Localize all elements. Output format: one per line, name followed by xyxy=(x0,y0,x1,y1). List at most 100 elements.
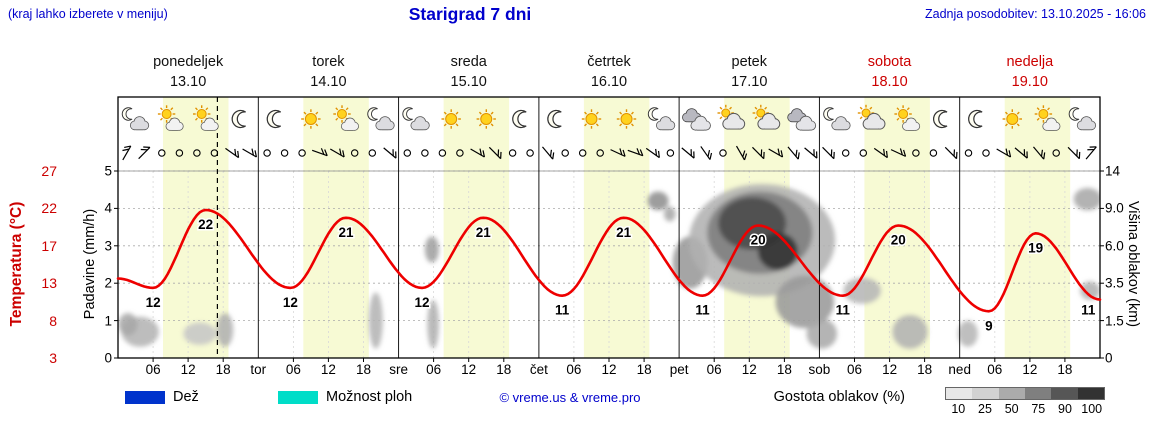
day-date: 13.10 xyxy=(169,74,207,90)
day-name: ponedeljek xyxy=(153,54,224,70)
wind-barb-icon xyxy=(752,146,765,160)
day-name: sreda xyxy=(450,54,487,70)
day-header-friday: petek 17.10 xyxy=(679,52,819,92)
plot-frame xyxy=(117,96,1101,359)
clouds-icon xyxy=(787,108,817,131)
day-name: petek xyxy=(731,54,767,70)
density-segment xyxy=(1077,388,1104,399)
density-tick: 90 xyxy=(1058,402,1072,416)
sun-icon xyxy=(581,109,602,129)
temp-tick: 22 xyxy=(41,200,57,217)
wind-calm-icon xyxy=(350,149,359,157)
wind-barb-icon xyxy=(681,147,695,159)
hour-label: 12 xyxy=(180,362,196,377)
wind-calm-icon xyxy=(193,149,201,157)
sun-cloud-icon xyxy=(1034,105,1061,131)
cloud-sun-icon xyxy=(717,104,746,130)
wind-calm-icon xyxy=(298,149,306,157)
wind-calm-icon xyxy=(421,149,429,157)
wind-calm-icon xyxy=(666,149,675,157)
cloud-moon-icon xyxy=(367,107,395,131)
hour-label: 06 xyxy=(846,362,863,377)
wind-barb-icon xyxy=(1014,147,1028,159)
temperature-value-label: 21 xyxy=(616,225,632,240)
hour-label: 12 xyxy=(741,362,757,377)
temperature-value-label: 11 xyxy=(695,303,710,318)
wind-calm-icon xyxy=(403,149,412,157)
wind-calm-icon xyxy=(438,149,447,157)
wind-barb-icon xyxy=(735,145,748,161)
sun-icon xyxy=(441,109,461,129)
precip-tick: 0 xyxy=(104,350,112,366)
cloud-height-tick: 14 xyxy=(1105,163,1121,179)
wind-barb-icon xyxy=(610,148,626,157)
cloud-moon-icon xyxy=(1068,107,1097,131)
wind-calm-icon xyxy=(596,149,604,157)
wind-calm-icon xyxy=(508,149,517,157)
wind-calm-icon xyxy=(841,149,850,157)
copyright-link[interactable]: © vreme.us & vreme.pro xyxy=(499,390,641,405)
temp-tick: 3 xyxy=(49,350,57,366)
sun-cloud-icon xyxy=(894,105,921,131)
temp-tick: 8 xyxy=(49,312,57,329)
wind-barb-icon xyxy=(768,148,784,158)
density-tick: 50 xyxy=(1004,402,1019,416)
precip-tick: 5 xyxy=(104,163,112,179)
wind-barb-icon xyxy=(122,145,132,161)
sun-icon xyxy=(616,109,637,129)
day-date: 17.10 xyxy=(731,74,768,90)
wind-barb-icon xyxy=(873,147,888,159)
cloud-height-tick: 9.0 xyxy=(1105,200,1124,216)
day-date: 18.10 xyxy=(871,74,908,90)
day-abbr-label: pet xyxy=(669,362,689,377)
wind-barb-icon xyxy=(890,148,907,157)
day-date: 19.10 xyxy=(1011,74,1048,90)
day-abbr-label: sob xyxy=(808,362,831,377)
wind-barb-icon xyxy=(822,146,835,160)
hour-label: 18 xyxy=(917,362,933,377)
sun-icon xyxy=(301,109,321,129)
cloud-sun-icon xyxy=(752,104,781,130)
day-abbr-label: čet xyxy=(529,362,548,377)
daylight-band xyxy=(163,97,229,358)
daylight-band xyxy=(443,97,510,358)
day-date: 14.10 xyxy=(310,74,347,90)
showers-label: Možnost ploh xyxy=(326,389,413,405)
precip-tick: 2 xyxy=(104,275,112,291)
daylight-band xyxy=(1004,97,1071,358)
moon-icon xyxy=(968,109,983,129)
hour-label: 18 xyxy=(636,362,652,377)
temperature-value-label: 20 xyxy=(891,233,906,248)
temperature-value-label: 12 xyxy=(146,295,161,310)
temperature-value-label: 11 xyxy=(1081,303,1096,318)
wind-calm-icon xyxy=(158,149,166,157)
day-name: torek xyxy=(312,54,345,70)
cloud-density-scale xyxy=(945,387,1105,400)
precip-tick: 4 xyxy=(104,200,112,216)
sun-icon xyxy=(476,109,496,129)
day-abbr-label: tor xyxy=(250,362,267,377)
daylight-band xyxy=(303,97,369,358)
day-header-thursday: četrtek 16.10 xyxy=(539,52,679,92)
wind-calm-icon xyxy=(280,149,289,157)
wind-barb-icon xyxy=(645,147,660,159)
moon-icon xyxy=(266,109,282,129)
hour-label: 12 xyxy=(1022,362,1038,377)
wind-barb-icon xyxy=(225,147,240,159)
cloud-moon-icon xyxy=(823,107,851,131)
hour-label: 06 xyxy=(706,362,722,377)
cloud-height-tick: 1.5 xyxy=(1105,313,1124,329)
wind-calm-icon xyxy=(912,149,920,157)
density-segment xyxy=(972,388,999,399)
hour-label: 12 xyxy=(461,362,477,377)
temperature-value-label: 22 xyxy=(198,217,213,232)
wind-calm-icon xyxy=(456,149,464,157)
rain-label: Dež xyxy=(173,389,199,405)
menu-hint: (kraj lahko izberete v meniju) xyxy=(8,7,168,21)
day-header-sunday: nedelja 19.10 xyxy=(960,52,1100,92)
hour-label: 06 xyxy=(426,362,442,377)
density-tick: 10 xyxy=(951,402,966,416)
density-segment xyxy=(1051,388,1078,399)
